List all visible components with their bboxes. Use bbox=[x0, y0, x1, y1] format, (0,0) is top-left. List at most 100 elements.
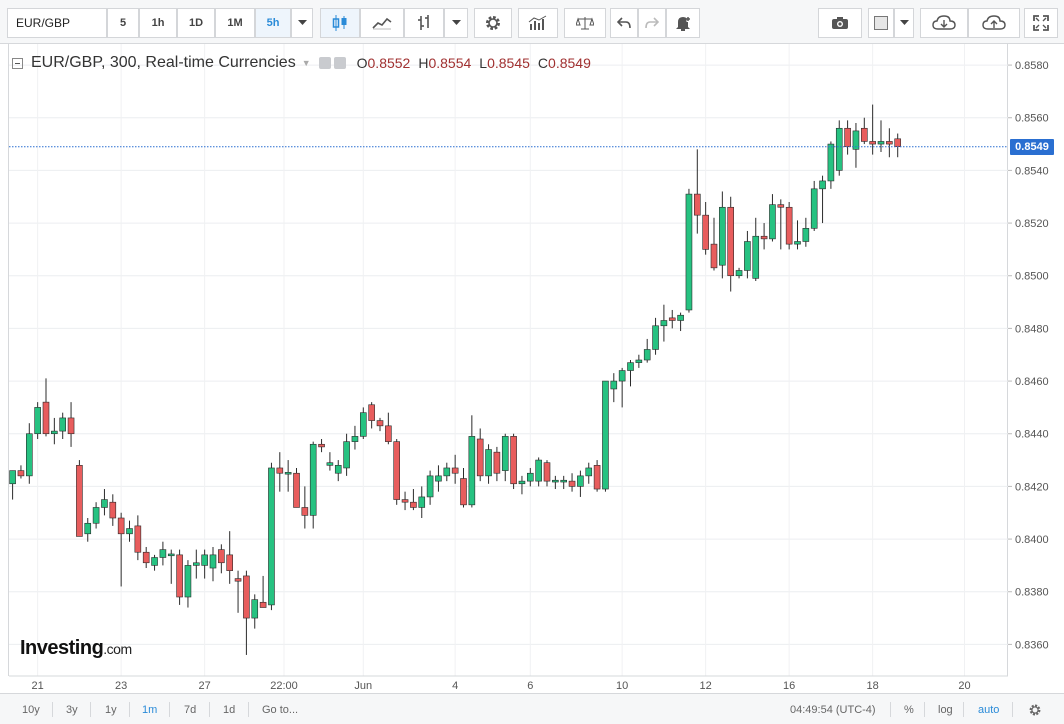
candle-up[interactable] bbox=[652, 325, 659, 350]
candle-up[interactable] bbox=[501, 436, 509, 471]
candle-down[interactable] bbox=[476, 438, 484, 477]
style-dropdown-button[interactable] bbox=[444, 8, 468, 38]
candle-down[interactable] bbox=[727, 206, 735, 277]
candle-down[interactable] bbox=[318, 443, 325, 448]
chart-properties-button[interactable] bbox=[1028, 694, 1042, 724]
candle-up[interactable] bbox=[643, 349, 651, 361]
interval-5h-button[interactable]: 5h bbox=[255, 8, 291, 38]
candle-up[interactable] bbox=[585, 467, 593, 477]
candle-down[interactable] bbox=[67, 417, 75, 435]
candle-down[interactable] bbox=[543, 462, 551, 482]
candle-up[interactable] bbox=[359, 412, 367, 437]
candle-up[interactable] bbox=[735, 270, 743, 277]
candle-down[interactable] bbox=[385, 425, 392, 442]
candle-up[interactable] bbox=[167, 553, 175, 557]
candles-style-button[interactable] bbox=[320, 8, 360, 38]
color-picker-button[interactable] bbox=[868, 8, 894, 38]
candle-up[interactable] bbox=[159, 549, 167, 558]
range-3y-button[interactable]: 3y bbox=[66, 703, 78, 716]
eye-icon[interactable] bbox=[318, 57, 331, 69]
candle-up[interactable] bbox=[535, 459, 542, 482]
candle-down[interactable] bbox=[869, 141, 876, 145]
candle-down[interactable] bbox=[393, 441, 401, 500]
candle-up[interactable] bbox=[443, 467, 451, 477]
interval-1h-button[interactable]: 1h bbox=[139, 8, 177, 38]
candle-down[interactable] bbox=[702, 214, 709, 250]
candle-down[interactable] bbox=[693, 193, 701, 216]
range-10y-button[interactable]: 10y bbox=[22, 703, 40, 716]
candle-up[interactable] bbox=[25, 433, 33, 477]
candle-up[interactable] bbox=[9, 470, 16, 485]
candle-up[interactable] bbox=[59, 417, 67, 432]
candle-down[interactable] bbox=[259, 601, 267, 608]
candle-up[interactable] bbox=[309, 443, 317, 516]
candle-up[interactable] bbox=[151, 557, 158, 566]
candle-up[interactable] bbox=[526, 472, 534, 482]
candle-down[interactable] bbox=[142, 551, 150, 564]
candle-up[interactable] bbox=[810, 188, 818, 229]
go-to-date-button[interactable]: Go to... bbox=[262, 703, 299, 716]
settings-gear-icon[interactable] bbox=[333, 57, 346, 69]
interval-1d-button[interactable]: 1D bbox=[177, 8, 215, 38]
range-1d-button[interactable]: 1d bbox=[223, 703, 236, 716]
candle-down[interactable] bbox=[860, 127, 868, 142]
candle-down[interactable] bbox=[844, 127, 851, 147]
load-chart-button[interactable] bbox=[920, 8, 968, 38]
candle-down[interactable] bbox=[894, 138, 902, 148]
alert-button[interactable] bbox=[666, 8, 700, 38]
line-style-button[interactable] bbox=[360, 8, 404, 38]
candle-down[interactable] bbox=[368, 404, 375, 421]
candle-down[interactable] bbox=[451, 467, 459, 474]
candle-up[interactable] bbox=[835, 127, 843, 171]
candle-up[interactable] bbox=[34, 407, 41, 435]
candle-up[interactable] bbox=[752, 235, 760, 279]
candle-down[interactable] bbox=[668, 317, 676, 321]
candle-down[interactable] bbox=[785, 206, 793, 245]
interval-dropdown-button[interactable] bbox=[291, 8, 313, 38]
candle-down[interactable] bbox=[410, 501, 417, 508]
candle-up[interactable] bbox=[84, 522, 92, 535]
candle-up[interactable] bbox=[418, 496, 426, 508]
candle-up[interactable] bbox=[426, 475, 434, 498]
symbol-input[interactable]: EUR/GBP bbox=[7, 8, 107, 38]
candle-up[interactable] bbox=[209, 554, 217, 569]
range-1m-button[interactable]: 1m bbox=[142, 703, 158, 716]
fullscreen-button[interactable] bbox=[1024, 8, 1058, 38]
snapshot-button[interactable] bbox=[818, 8, 862, 38]
candle-down[interactable] bbox=[117, 517, 125, 535]
candle-down[interactable] bbox=[293, 472, 300, 508]
indicators-button[interactable] bbox=[518, 8, 558, 38]
candle-up[interactable] bbox=[560, 479, 568, 483]
candle-up[interactable] bbox=[602, 380, 609, 490]
interval-5-button[interactable]: 5 bbox=[107, 8, 139, 38]
candle-up[interactable] bbox=[794, 241, 801, 245]
candle-up[interactable] bbox=[351, 436, 359, 442]
candle-up[interactable] bbox=[51, 430, 58, 435]
candle-down[interactable] bbox=[493, 451, 501, 474]
candle-down[interactable] bbox=[218, 549, 225, 564]
candle-down[interactable] bbox=[226, 554, 233, 571]
candle-down[interactable] bbox=[568, 480, 576, 487]
candle-down[interactable] bbox=[510, 436, 517, 485]
bars-style-button[interactable] bbox=[404, 8, 444, 38]
candle-up[interactable] bbox=[660, 320, 668, 327]
candle-up[interactable] bbox=[251, 599, 259, 619]
color-dropdown-button[interactable] bbox=[894, 8, 914, 38]
candle-up[interactable] bbox=[343, 441, 350, 469]
candle-down[interactable] bbox=[710, 243, 718, 269]
auto-scale-toggle[interactable]: auto bbox=[978, 703, 1000, 716]
candle-up[interactable] bbox=[201, 554, 208, 566]
candle-down[interactable] bbox=[301, 507, 309, 516]
candle-down[interactable] bbox=[777, 204, 785, 208]
candle-up[interactable] bbox=[819, 180, 826, 190]
compare-button[interactable] bbox=[564, 8, 606, 38]
candle-up[interactable] bbox=[719, 206, 726, 266]
candle-down[interactable] bbox=[760, 235, 768, 240]
save-chart-button[interactable] bbox=[968, 8, 1020, 38]
candle-down[interactable] bbox=[276, 467, 284, 474]
candle-down[interactable] bbox=[17, 470, 25, 477]
candle-up[interactable] bbox=[101, 499, 108, 508]
candle-up[interactable] bbox=[518, 480, 526, 485]
candle-up[interactable] bbox=[284, 472, 292, 475]
candle-up[interactable] bbox=[635, 359, 643, 363]
